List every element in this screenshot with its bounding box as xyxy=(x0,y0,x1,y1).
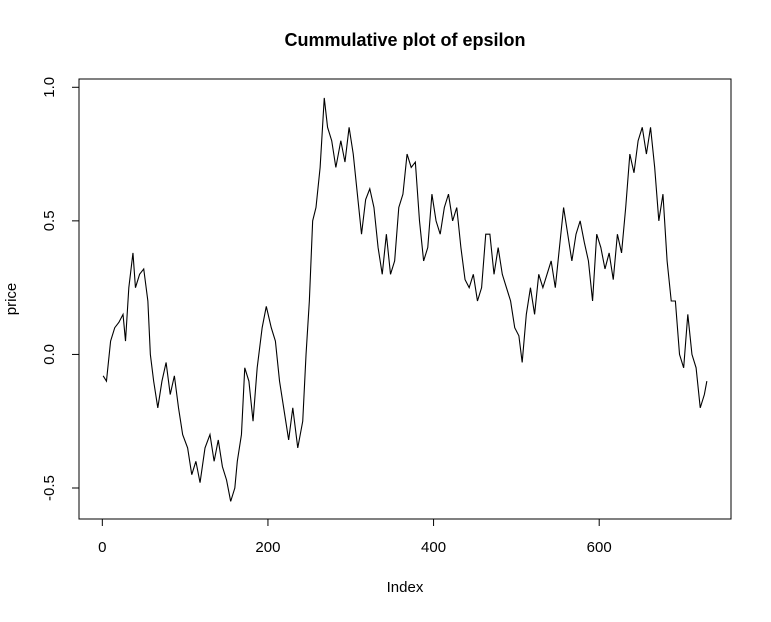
y-tick-label: 1.0 xyxy=(41,77,58,98)
x-tick-label: 200 xyxy=(255,539,280,556)
chart-title: Cummulative plot of epsilon xyxy=(284,30,525,50)
y-axis-label: price xyxy=(3,283,20,316)
y-tick-label: -0.5 xyxy=(41,475,58,501)
x-tick-label: 0 xyxy=(98,539,106,556)
x-tick-label: 400 xyxy=(421,539,446,556)
data-line xyxy=(102,97,708,502)
y-tick-label: 0.0 xyxy=(41,344,58,365)
x-tick-label: 600 xyxy=(587,539,612,556)
y-tick-label: 0.5 xyxy=(41,210,58,231)
plot-frame xyxy=(78,78,732,520)
x-axis-label: Index xyxy=(387,579,424,596)
